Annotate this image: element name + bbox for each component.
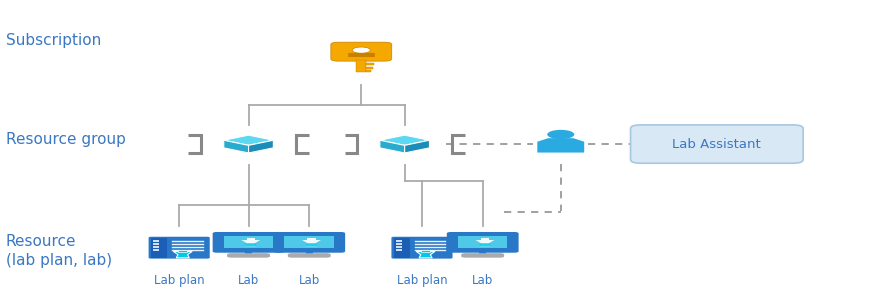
Text: Resource
(lab plan, lab): Resource (lab plan, lab)	[6, 234, 112, 268]
Bar	[366, 70, 371, 71]
FancyBboxPatch shape	[212, 232, 284, 253]
Polygon shape	[302, 240, 321, 246]
Text: Lab Assistant: Lab Assistant	[672, 138, 760, 151]
Polygon shape	[380, 140, 404, 153]
Polygon shape	[173, 251, 192, 258]
Bar	[178, 250, 187, 252]
FancyBboxPatch shape	[153, 249, 159, 251]
FancyBboxPatch shape	[284, 236, 334, 248]
Bar	[366, 63, 374, 65]
FancyBboxPatch shape	[457, 236, 507, 248]
FancyBboxPatch shape	[153, 246, 159, 248]
Bar	[421, 250, 429, 252]
Polygon shape	[404, 140, 429, 153]
Polygon shape	[380, 135, 429, 145]
Polygon shape	[245, 243, 256, 246]
Circle shape	[547, 130, 574, 139]
Polygon shape	[241, 240, 260, 246]
Bar	[479, 251, 486, 255]
Polygon shape	[537, 138, 583, 153]
FancyBboxPatch shape	[395, 249, 401, 251]
FancyBboxPatch shape	[330, 42, 391, 61]
Text: Lab: Lab	[237, 274, 259, 287]
Polygon shape	[223, 140, 249, 153]
FancyBboxPatch shape	[447, 232, 518, 253]
Text: Subscription: Subscription	[6, 32, 101, 47]
Text: Lab plan: Lab plan	[154, 274, 204, 287]
FancyBboxPatch shape	[630, 125, 802, 163]
Bar	[305, 251, 313, 255]
Text: Lab plan: Lab plan	[396, 274, 447, 287]
Polygon shape	[223, 135, 273, 145]
Bar	[245, 251, 252, 255]
Bar	[247, 238, 255, 240]
Circle shape	[352, 47, 370, 53]
Text: Lab: Lab	[298, 274, 320, 287]
FancyBboxPatch shape	[288, 253, 330, 258]
FancyBboxPatch shape	[273, 232, 345, 253]
Bar	[481, 238, 488, 240]
FancyBboxPatch shape	[391, 237, 452, 259]
FancyBboxPatch shape	[461, 253, 504, 258]
FancyBboxPatch shape	[153, 240, 159, 242]
Bar	[366, 67, 373, 69]
FancyBboxPatch shape	[151, 238, 167, 258]
Bar	[355, 59, 366, 73]
Text: Resource group: Resource group	[6, 132, 125, 147]
Polygon shape	[479, 243, 490, 246]
FancyBboxPatch shape	[223, 236, 273, 248]
FancyBboxPatch shape	[153, 243, 159, 245]
FancyBboxPatch shape	[394, 238, 409, 258]
FancyBboxPatch shape	[149, 237, 209, 259]
Polygon shape	[475, 240, 494, 246]
FancyBboxPatch shape	[227, 253, 269, 258]
FancyBboxPatch shape	[395, 243, 401, 245]
Polygon shape	[415, 251, 434, 258]
FancyBboxPatch shape	[395, 240, 401, 242]
Polygon shape	[249, 140, 273, 153]
FancyBboxPatch shape	[395, 246, 401, 248]
Polygon shape	[306, 243, 316, 246]
Text: Lab: Lab	[472, 274, 493, 287]
Bar	[307, 238, 315, 240]
